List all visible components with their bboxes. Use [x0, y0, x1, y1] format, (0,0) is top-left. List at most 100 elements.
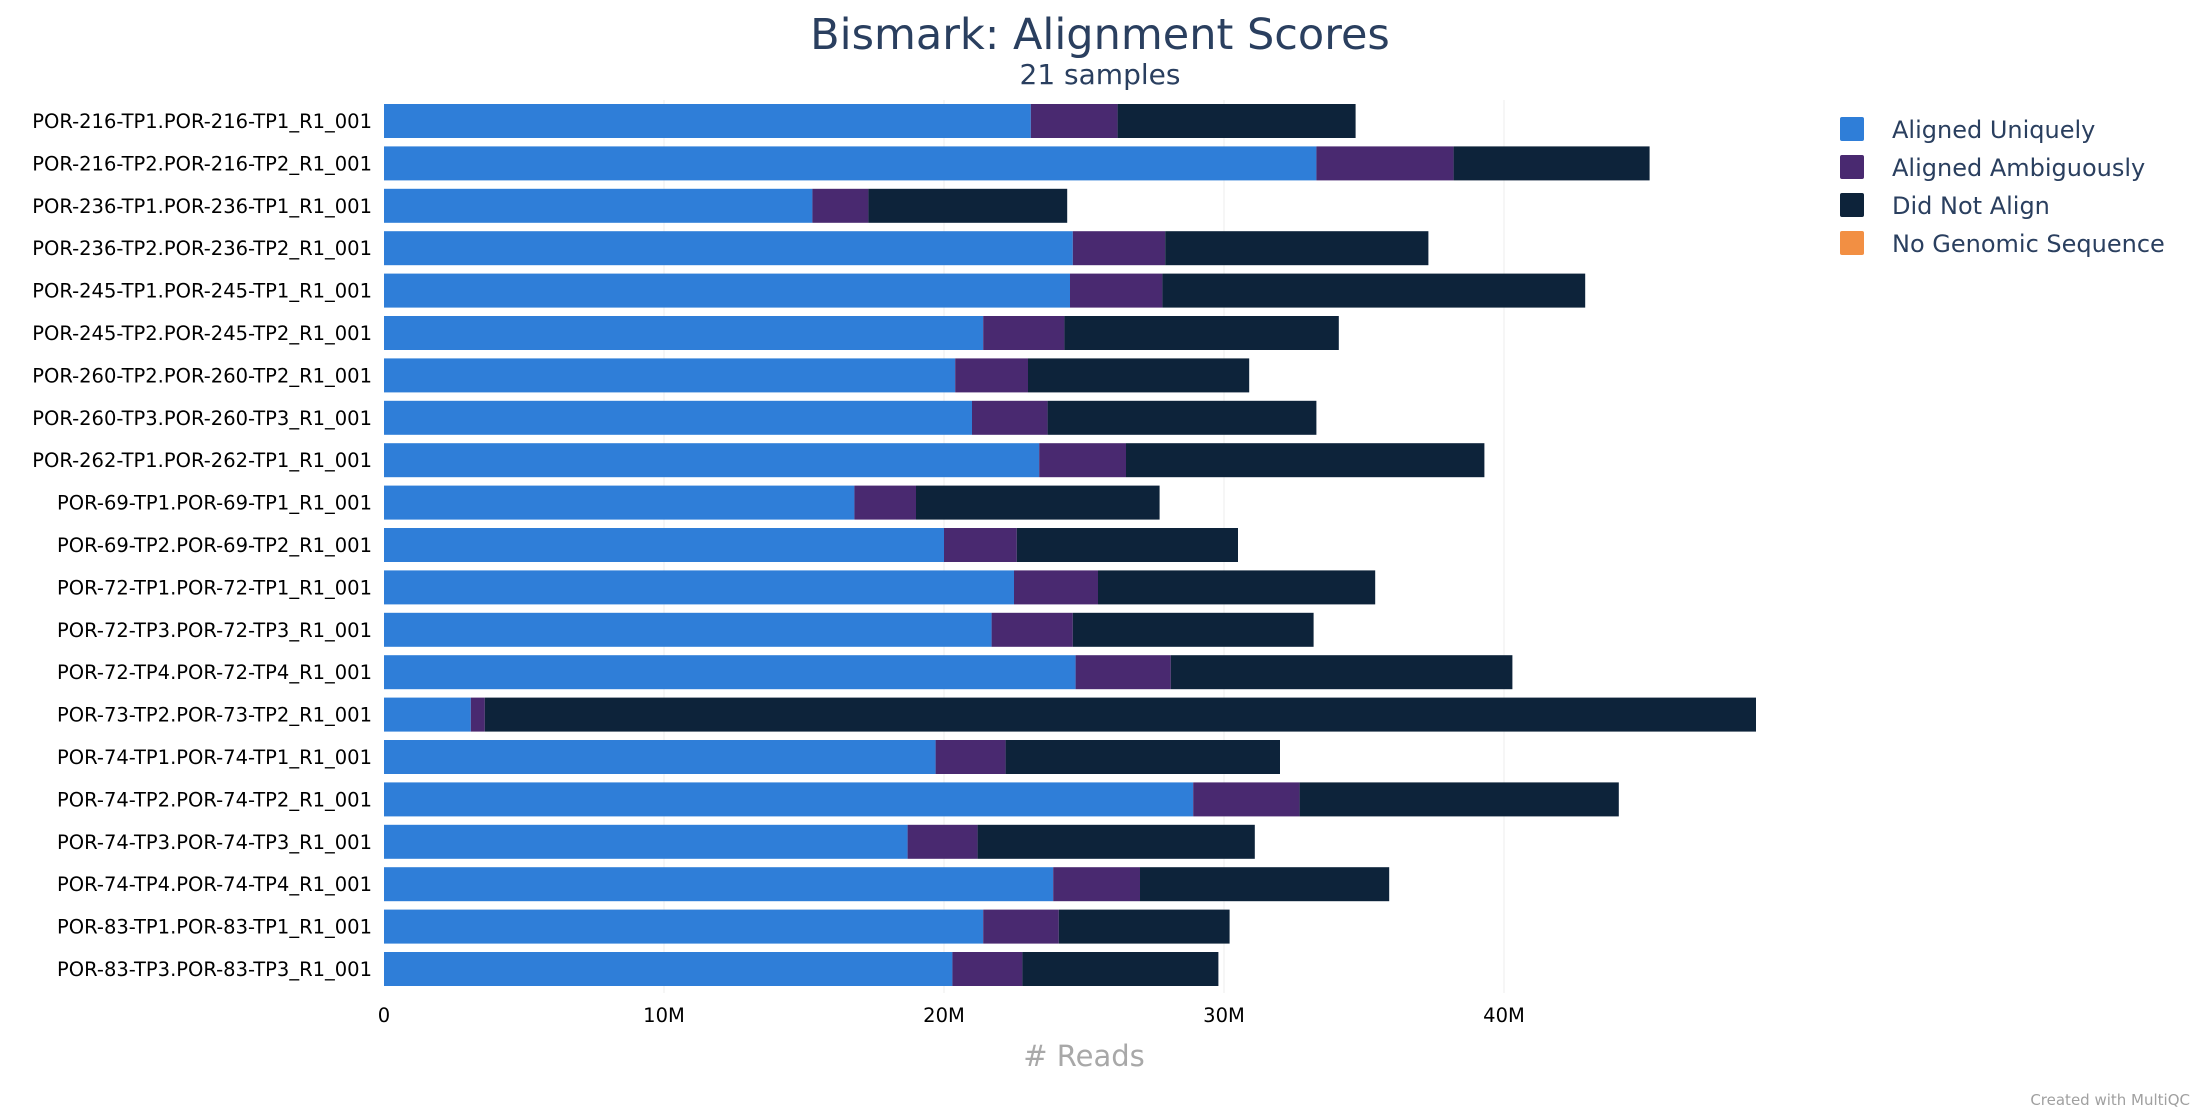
bar-segment-aligned-uniquely[interactable]: [384, 188, 813, 223]
legend-swatch: [1840, 117, 1864, 141]
bar-segment-aligned-ambiguously[interactable]: [1193, 782, 1300, 817]
bar-segment-did-not-align[interactable]: [1058, 909, 1230, 944]
bar-segment-did-not-align[interactable]: [1098, 570, 1376, 605]
x-axis-title: # Reads: [1023, 1039, 1145, 1073]
bar-segment-aligned-uniquely[interactable]: [384, 612, 992, 647]
category-label: POR-83-TP1.POR-83-TP1_R1_001: [57, 916, 372, 939]
bar-segment-did-not-align[interactable]: [1162, 273, 1586, 308]
bar-segment-aligned-uniquely[interactable]: [384, 273, 1070, 308]
bar-segment-did-not-align[interactable]: [1117, 104, 1356, 138]
bar-segment-aligned-uniquely[interactable]: [384, 528, 944, 562]
bar-segment-aligned-uniquely[interactable]: [384, 740, 936, 774]
bars-layer: [384, 104, 1756, 986]
category-label: POR-74-TP1.POR-74-TP1_R1_001: [57, 746, 372, 769]
bar-segment-aligned-ambiguously[interactable]: [1075, 655, 1171, 690]
legend-label: Did Not Align: [1892, 192, 2050, 220]
category-label: POR-72-TP1.POR-72-TP1_R1_001: [57, 576, 372, 599]
bar-segment-did-not-align[interactable]: [1005, 740, 1280, 774]
bar-segment-aligned-ambiguously[interactable]: [1030, 104, 1118, 138]
legend-swatch: [1840, 193, 1864, 217]
bar-segment-aligned-uniquely[interactable]: [384, 909, 984, 944]
x-tick-label: 40M: [1483, 1004, 1525, 1027]
bar-segment-aligned-ambiguously[interactable]: [935, 740, 1006, 774]
bar-segment-aligned-uniquely[interactable]: [384, 146, 1317, 181]
bar-segment-aligned-uniquely[interactable]: [384, 952, 953, 986]
bar-segment-aligned-ambiguously[interactable]: [1039, 443, 1126, 478]
bar-segment-aligned-uniquely[interactable]: [384, 104, 1031, 138]
category-label: POR-72-TP3.POR-72-TP3_R1_001: [57, 619, 372, 642]
category-label: POR-262-TP1.POR-262-TP1_R1_001: [32, 449, 372, 472]
legend-item-did-not-align[interactable]: Did Not Align: [1840, 192, 2050, 220]
legend-swatch: [1840, 155, 1864, 179]
bar-segment-did-not-align[interactable]: [1140, 867, 1390, 902]
bar-segment-aligned-uniquely[interactable]: [384, 316, 984, 350]
bar-segment-did-not-align[interactable]: [1170, 655, 1513, 690]
bar-segment-did-not-align[interactable]: [1047, 400, 1317, 435]
category-label: POR-245-TP1.POR-245-TP1_R1_001: [32, 280, 372, 303]
category-label: POR-72-TP4.POR-72-TP4_R1_001: [57, 661, 372, 684]
category-label: POR-216-TP2.POR-216-TP2_R1_001: [32, 152, 372, 175]
category-label: POR-74-TP4.POR-74-TP4_R1_001: [57, 873, 372, 896]
bar-segment-aligned-ambiguously[interactable]: [955, 358, 1028, 393]
bar-segment-aligned-uniquely[interactable]: [384, 867, 1054, 902]
bar-segment-did-not-align[interactable]: [1453, 146, 1650, 181]
legend-item-no-genomic-sequence[interactable]: No Genomic Sequence: [1840, 230, 2165, 258]
bar-segment-did-not-align[interactable]: [1126, 443, 1485, 478]
category-label: POR-73-TP2.POR-73-TP2_R1_001: [57, 704, 372, 727]
bar-segment-aligned-ambiguously[interactable]: [1014, 570, 1098, 605]
bar-segment-aligned-uniquely[interactable]: [384, 570, 1014, 605]
bar-segment-aligned-uniquely[interactable]: [384, 231, 1073, 266]
bar-segment-did-not-align[interactable]: [1299, 782, 1619, 817]
bar-segment-did-not-align[interactable]: [977, 824, 1255, 859]
bar-segment-aligned-uniquely[interactable]: [384, 824, 908, 859]
bar-segment-aligned-ambiguously[interactable]: [1070, 273, 1163, 308]
legend-label: Aligned Ambiguously: [1892, 154, 2145, 182]
category-label: POR-260-TP2.POR-260-TP2_R1_001: [32, 364, 372, 387]
bar-segment-did-not-align[interactable]: [868, 188, 1068, 223]
bar-segment-aligned-ambiguously[interactable]: [907, 824, 978, 859]
category-label: POR-69-TP2.POR-69-TP2_R1_001: [57, 534, 372, 557]
bar-segment-aligned-uniquely[interactable]: [384, 655, 1076, 690]
bar-segment-did-not-align[interactable]: [1072, 612, 1314, 647]
bar-segment-did-not-align[interactable]: [1165, 231, 1429, 266]
legend-item-aligned-ambiguously[interactable]: Aligned Ambiguously: [1840, 154, 2145, 182]
bar-segment-aligned-ambiguously[interactable]: [854, 485, 916, 520]
category-label: POR-69-TP1.POR-69-TP1_R1_001: [57, 492, 372, 515]
bar-segment-aligned-ambiguously[interactable]: [983, 316, 1065, 350]
bar-segment-aligned-ambiguously[interactable]: [1072, 231, 1166, 266]
category-label: POR-245-TP2.POR-245-TP2_R1_001: [32, 322, 372, 345]
category-label: POR-260-TP3.POR-260-TP3_R1_001: [32, 407, 372, 430]
bar-segment-aligned-ambiguously[interactable]: [983, 909, 1059, 944]
legend-swatch: [1840, 231, 1864, 255]
x-axis-ticks: 0 10M 20M 30M 40M: [378, 1004, 1525, 1027]
legend-label: No Genomic Sequence: [1892, 230, 2165, 258]
bar-segment-aligned-uniquely[interactable]: [384, 697, 471, 732]
bar-segment-did-not-align[interactable]: [1022, 952, 1219, 986]
x-tick-label: 0: [378, 1004, 390, 1027]
bar-segment-aligned-uniquely[interactable]: [384, 400, 972, 435]
bar-segment-did-not-align[interactable]: [916, 485, 1160, 520]
bar-segment-aligned-ambiguously[interactable]: [952, 952, 1023, 986]
bar-segment-aligned-uniquely[interactable]: [384, 443, 1040, 478]
bar-segment-aligned-ambiguously[interactable]: [972, 400, 1048, 435]
bar-segment-aligned-ambiguously[interactable]: [1316, 146, 1454, 181]
bar-segment-did-not-align[interactable]: [1016, 528, 1238, 562]
multiqc-credit: Created with MultiQC: [2030, 1091, 2190, 1109]
bar-segment-aligned-uniquely[interactable]: [384, 485, 855, 520]
bar-segment-did-not-align[interactable]: [1028, 358, 1250, 393]
bar-segment-aligned-ambiguously[interactable]: [1053, 867, 1140, 902]
bar-segment-did-not-align[interactable]: [484, 697, 1756, 732]
bar-segment-aligned-uniquely[interactable]: [384, 782, 1194, 817]
bar-segment-aligned-ambiguously[interactable]: [470, 697, 485, 732]
legend-label: Aligned Uniquely: [1892, 116, 2095, 144]
bar-segment-aligned-ambiguously[interactable]: [812, 188, 869, 223]
legend-item-aligned-uniquely[interactable]: Aligned Uniquely: [1840, 116, 2095, 144]
bar-segment-aligned-uniquely[interactable]: [384, 358, 956, 393]
category-labels: POR-216-TP1.POR-216-TP1_R1_001 POR-216-TP…: [32, 110, 372, 981]
x-tick-label: 30M: [1203, 1004, 1245, 1027]
bar-segment-aligned-ambiguously[interactable]: [991, 612, 1073, 647]
bar-segment-aligned-ambiguously[interactable]: [944, 528, 1017, 562]
bar-segment-did-not-align[interactable]: [1064, 316, 1339, 350]
